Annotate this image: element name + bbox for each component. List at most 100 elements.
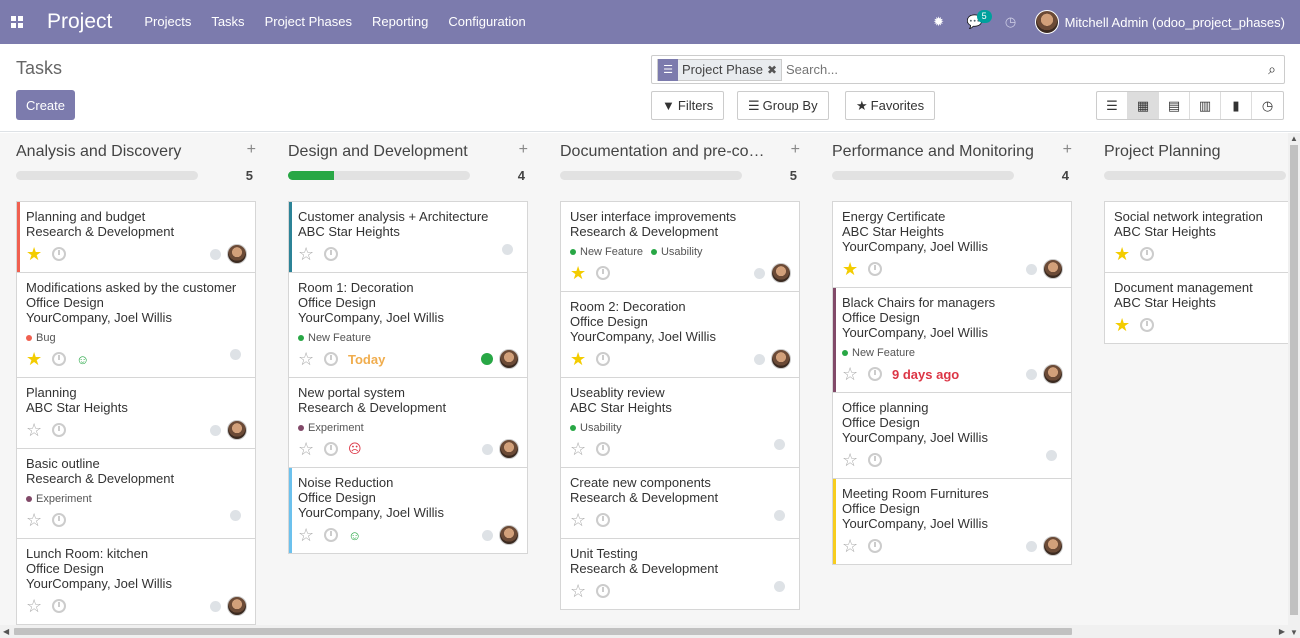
activity-clock-icon[interactable] [324, 528, 338, 542]
priority-star-icon[interactable]: ☆ [570, 510, 587, 530]
activity-clock-icon[interactable] [596, 442, 610, 456]
kanban-state-icon[interactable] [482, 443, 493, 455]
priority-star-icon[interactable]: ☆ [298, 525, 315, 545]
priority-star-icon[interactable]: ☆ [298, 244, 315, 264]
column-progress-bar[interactable] [288, 171, 470, 180]
activity-clock-icon[interactable] [52, 423, 66, 437]
priority-star-icon[interactable]: ★ [570, 349, 587, 369]
messages-icon[interactable]: 💬 5 [957, 0, 993, 44]
scroll-left-icon[interactable]: ◀ [3, 627, 10, 636]
task-card[interactable]: Planning and budget Research & Developmen… [17, 202, 255, 273]
vertical-scrollbar[interactable]: ▲ ▼ [1288, 133, 1300, 638]
kanban-state-icon[interactable] [774, 510, 785, 521]
activity-clock-icon[interactable] [868, 262, 882, 276]
priority-star-icon[interactable]: ★ [1114, 244, 1131, 264]
bug-icon[interactable]: ✹ [933, 14, 945, 29]
graph-view-icon[interactable]: ▮ [1221, 92, 1252, 119]
priority-star-icon[interactable]: ☆ [570, 439, 587, 459]
menu-project-phases[interactable]: Project Phases [264, 14, 352, 29]
activity-clock-icon[interactable] [868, 367, 882, 381]
activity-clock-icon[interactable] [52, 599, 66, 613]
kanban-state-icon[interactable] [774, 581, 785, 592]
task-card[interactable]: Customer analysis + Architecture ABC Star… [289, 202, 527, 273]
calendar-view-icon[interactable]: ▤ [1159, 92, 1190, 119]
priority-star-icon[interactable]: ★ [842, 259, 859, 279]
priority-star-icon[interactable]: ☆ [298, 439, 315, 459]
priority-star-icon[interactable]: ★ [26, 349, 43, 369]
activity-clock-icon[interactable] [1140, 318, 1154, 332]
task-card[interactable]: Document management ABC Star Heights ★ [1105, 273, 1288, 343]
activity-clock-icon[interactable] [52, 513, 66, 527]
column-progress-bar[interactable] [560, 171, 742, 180]
activity-clock-icon[interactable] [324, 442, 338, 456]
quick-create-plus-icon[interactable]: + [518, 141, 528, 158]
task-card[interactable]: Meeting Room Furnitures Office Design Your… [833, 479, 1071, 564]
activity-clock-icon[interactable] [324, 247, 338, 261]
menu-projects[interactable]: Projects [144, 14, 192, 29]
kanban-state-icon[interactable] [502, 244, 513, 255]
horizontal-scroll-thumb[interactable] [14, 628, 1072, 635]
column-progress-bar[interactable] [832, 171, 1014, 180]
activity-clock-icon[interactable] [52, 352, 66, 366]
kanban-state-icon[interactable] [774, 439, 785, 450]
task-card[interactable]: Office planning Office Design YourCompany,… [833, 393, 1071, 479]
activity-clock-icon[interactable] [868, 453, 882, 467]
activity-clock-icon[interactable] [1140, 247, 1154, 261]
quick-create-plus-icon[interactable]: + [1062, 141, 1072, 158]
activity-clock-icon[interactable] [324, 352, 338, 366]
menu-reporting[interactable]: Reporting [372, 14, 429, 29]
task-card[interactable]: User interface improvements Research & De… [561, 202, 799, 292]
quick-create-plus-icon[interactable]: + [246, 141, 256, 158]
activity-clock-icon[interactable] [596, 584, 610, 598]
priority-star-icon[interactable]: ☆ [26, 510, 43, 530]
task-card[interactable]: New portal system Research & Development E… [289, 378, 527, 468]
create-button[interactable]: Create [16, 90, 75, 120]
task-card[interactable]: Social network integration ABC Star Heigh… [1105, 202, 1288, 273]
column-progress-bar[interactable] [1104, 171, 1286, 180]
activity-clock-icon[interactable] [596, 513, 610, 527]
task-card[interactable]: Black Chairs for managers Office Design Yo… [833, 288, 1071, 393]
groupby-button[interactable]: ☰ Group By [737, 91, 829, 120]
kanban-view-icon[interactable]: ▦ [1128, 92, 1159, 119]
column-title[interactable]: Design and Development [288, 143, 468, 160]
activity-clock-icon[interactable] [868, 539, 882, 553]
activity-clock-icon[interactable] [52, 247, 66, 261]
search-icon[interactable]: ⌕ [1268, 61, 1276, 77]
search-input[interactable] [786, 62, 1260, 77]
task-card[interactable]: Lunch Room: kitchen Office Design YourComp… [17, 539, 255, 624]
kanban-state-icon[interactable] [481, 353, 493, 365]
kanban-state-icon[interactable] [482, 529, 493, 541]
user-menu[interactable]: Mitchell Admin (odoo_project_phases) [1029, 10, 1300, 34]
task-card[interactable]: Planning ABC Star Heights ☆ [17, 378, 255, 449]
column-progress-bar[interactable] [16, 171, 198, 180]
column-title[interactable]: Project Planning [1104, 143, 1221, 160]
priority-star-icon[interactable]: ☆ [298, 349, 315, 369]
column-title[interactable]: Documentation and pre-co… [560, 143, 765, 160]
task-card[interactable]: Room 2: Decoration Office Design YourCompa… [561, 292, 799, 378]
apps-menu-icon[interactable] [0, 0, 34, 44]
kanban-state-icon[interactable] [1026, 368, 1037, 380]
quick-create-plus-icon[interactable]: + [790, 141, 800, 158]
priority-star-icon[interactable]: ★ [570, 263, 587, 283]
activity-clock-icon[interactable] [596, 266, 610, 280]
task-card[interactable]: Energy Certificate ABC Star Heights YourCo… [833, 202, 1071, 288]
kanban-state-icon[interactable] [754, 267, 765, 279]
kanban-state-icon[interactable] [230, 349, 241, 360]
kanban-state-icon[interactable] [230, 510, 241, 521]
kanban-state-icon[interactable] [1026, 263, 1037, 275]
kanban-state-icon[interactable] [210, 248, 221, 260]
menu-configuration[interactable]: Configuration [448, 14, 526, 29]
scroll-right-icon[interactable]: ▶ [1278, 627, 1285, 636]
activity-clock-icon[interactable] [596, 352, 610, 366]
kanban-state-icon[interactable] [754, 353, 765, 365]
kanban-state-icon[interactable] [1046, 450, 1057, 461]
horizontal-scrollbar[interactable]: ◀ ▶ [0, 625, 1288, 638]
column-title[interactable]: Performance and Monitoring [832, 143, 1034, 160]
priority-star-icon[interactable]: ☆ [842, 536, 859, 556]
task-card[interactable]: Noise Reduction Office Design YourCompany,… [289, 468, 527, 553]
vertical-scroll-thumb[interactable] [1290, 145, 1298, 615]
scroll-down-icon[interactable]: ▼ [1290, 628, 1298, 637]
task-card[interactable]: Room 1: Decoration Office Design YourCompa… [289, 273, 527, 378]
task-card[interactable]: Create new components Research & Developm… [561, 468, 799, 539]
kanban-state-icon[interactable] [1026, 540, 1037, 552]
